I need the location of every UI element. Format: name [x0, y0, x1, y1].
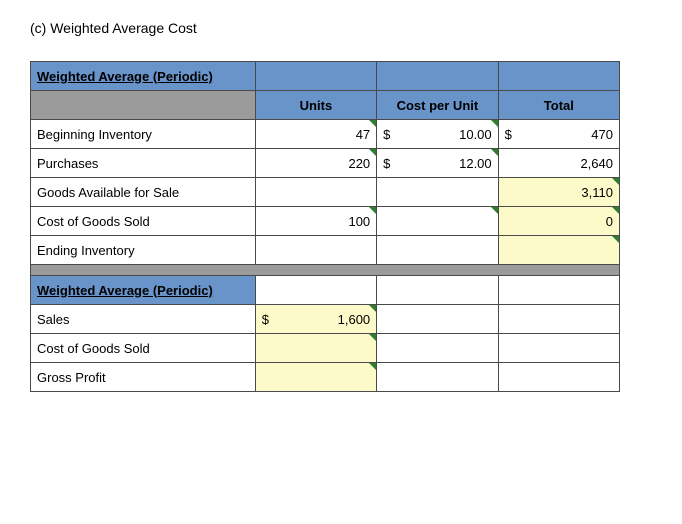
total-cell: [498, 305, 619, 334]
total-cell: [498, 236, 619, 265]
row-ending-inventory: Ending Inventory: [31, 236, 620, 265]
units-cell: 220: [255, 149, 376, 178]
blank-cell: [498, 62, 619, 91]
cost-cell: $12.00: [377, 149, 498, 178]
blank-cell: [498, 276, 619, 305]
cost-cell: [377, 207, 498, 236]
cost-cell: [377, 363, 498, 392]
row-cogs2: Cost of Goods Sold: [31, 334, 620, 363]
total-cell: 3,110: [498, 178, 619, 207]
section2-header: Weighted Average (Periodic): [31, 276, 256, 305]
row-gross-profit: Gross Profit: [31, 363, 620, 392]
cost-cell: [377, 236, 498, 265]
label: Cost of Goods Sold: [31, 334, 256, 363]
blank-cell: [377, 276, 498, 305]
label: Purchases: [31, 149, 256, 178]
weighted-average-table: Weighted Average (Periodic) Units Cost p…: [30, 61, 620, 392]
page-title: (c) Weighted Average Cost: [30, 20, 652, 36]
cost-cell: [377, 305, 498, 334]
row-goods-available: Goods Available for Sale 3,110: [31, 178, 620, 207]
blank-cell: [255, 276, 376, 305]
blank-cell: [31, 91, 256, 120]
cost-cell: [377, 334, 498, 363]
label: Goods Available for Sale: [31, 178, 256, 207]
units-cell: [255, 363, 376, 392]
col-total: Total: [498, 91, 619, 120]
total-cell: [498, 334, 619, 363]
units-cell: $1,600: [255, 305, 376, 334]
cost-cell: [377, 178, 498, 207]
label: Gross Profit: [31, 363, 256, 392]
units-cell: 47: [255, 120, 376, 149]
label: Beginning Inventory: [31, 120, 256, 149]
blank-cell: [377, 62, 498, 91]
divider-row: [31, 265, 620, 276]
row-purchases: Purchases 220 $12.00 2,640: [31, 149, 620, 178]
total-cell: [498, 363, 619, 392]
units-cell: [255, 236, 376, 265]
total-cell: 2,640: [498, 149, 619, 178]
units-cell: [255, 178, 376, 207]
col-cost: Cost per Unit: [377, 91, 498, 120]
label: Ending Inventory: [31, 236, 256, 265]
row-sales: Sales $1,600: [31, 305, 620, 334]
units-cell: 100: [255, 207, 376, 236]
col-units: Units: [255, 91, 376, 120]
section1-header: Weighted Average (Periodic): [31, 62, 256, 91]
cost-cell: $10.00: [377, 120, 498, 149]
units-cell: [255, 334, 376, 363]
label: Sales: [31, 305, 256, 334]
label: Cost of Goods Sold: [31, 207, 256, 236]
row-beginning-inventory: Beginning Inventory 47 $10.00 $470: [31, 120, 620, 149]
total-cell: 0: [498, 207, 619, 236]
total-cell: $470: [498, 120, 619, 149]
row-cogs: Cost of Goods Sold 100 0: [31, 207, 620, 236]
blank-cell: [255, 62, 376, 91]
